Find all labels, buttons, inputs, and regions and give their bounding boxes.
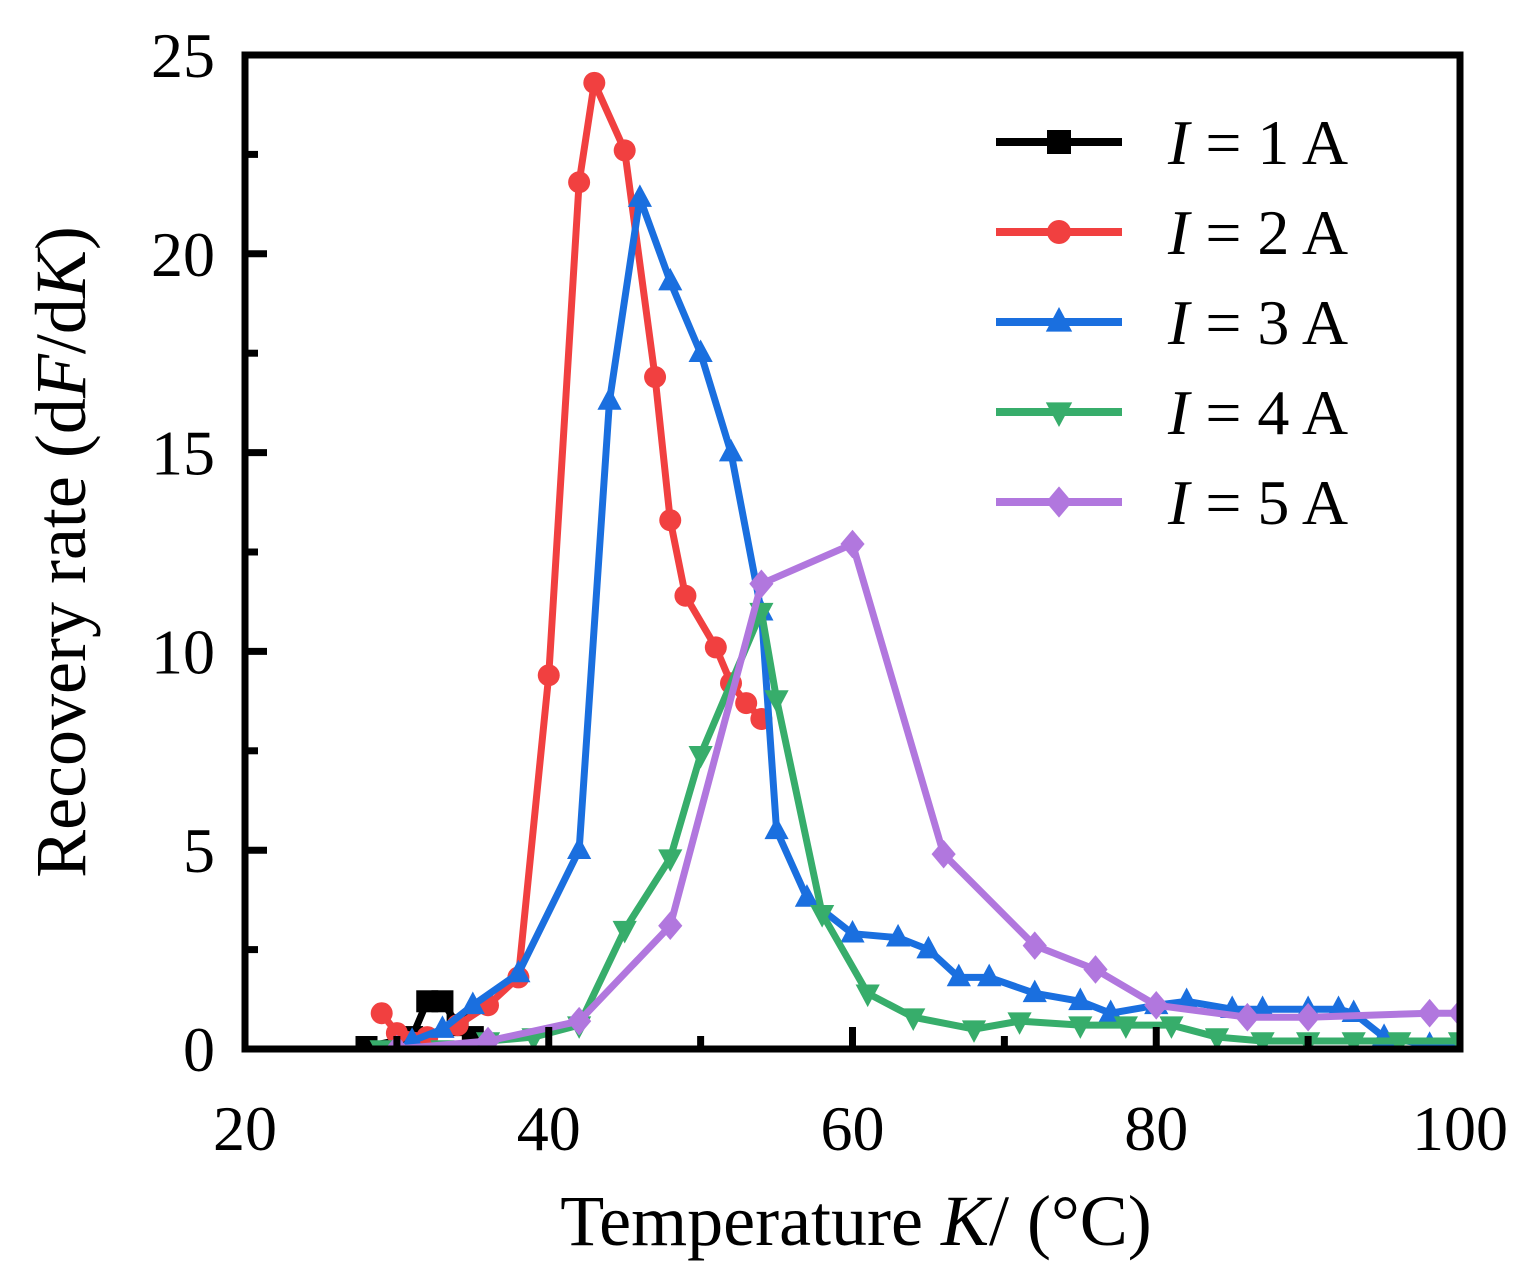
y-tick-label: 20 <box>151 219 215 290</box>
series-5a-point-5 <box>749 569 774 599</box>
legend-item-1: I = 1 A <box>996 107 1348 178</box>
series-4a-point-19 <box>1204 1028 1230 1049</box>
series-3a-point-16 <box>916 935 941 959</box>
series-3a-point-17 <box>946 963 971 987</box>
series-5a-point-3 <box>567 1006 592 1036</box>
series-5a-point-10 <box>1144 990 1169 1020</box>
x-tick-label: 20 <box>213 1093 277 1164</box>
series-5a-point-12 <box>1296 1002 1321 1032</box>
series-2a-point-7 <box>537 664 560 687</box>
legend-item-4: I = 4 A <box>996 377 1348 448</box>
series-4a-point-10 <box>764 690 789 713</box>
series-3a-point-15 <box>885 923 911 947</box>
series-4a-point-6 <box>612 920 637 944</box>
x-axis-title: Temperature K/ (°C) <box>560 1181 1152 1261</box>
series-2a-point-11 <box>644 366 667 389</box>
series-2a-point-16 <box>735 692 758 715</box>
series-5a-point-4 <box>658 911 683 941</box>
series-3a-point-10 <box>718 438 744 462</box>
x-tick-label: 40 <box>517 1093 581 1164</box>
series-4a-point-20 <box>1250 1032 1275 1049</box>
series-3a-point-14 <box>840 919 865 943</box>
series-2a-point-1 <box>370 1002 393 1025</box>
series-2a-point-9 <box>583 71 606 94</box>
y-tick-label: 0 <box>183 1014 215 1085</box>
x-tick-label: 60 <box>821 1093 885 1164</box>
y-tick-label: 15 <box>151 418 215 489</box>
series-5a-point-8 <box>1022 931 1047 960</box>
series-3a-point-12 <box>764 816 789 840</box>
legend-label: I = 4 A <box>1167 377 1348 448</box>
x-tick-label: 100 <box>1412 1093 1508 1164</box>
legend-item-5: I = 5 A <box>996 467 1348 538</box>
series-5a-line <box>393 540 1460 1049</box>
series-3a-point-7 <box>627 184 652 207</box>
series-1a-point-4 <box>431 990 454 1013</box>
series-2a-point-10 <box>613 139 636 162</box>
series-3a-point-23 <box>1174 987 1199 1011</box>
series-4a-point-23 <box>1387 1032 1412 1049</box>
legend-label: I = 1 A <box>1167 107 1348 178</box>
y-tick-label: 10 <box>151 616 215 687</box>
series-4a-point-15 <box>1007 1012 1032 1035</box>
series-3a-point-5 <box>567 836 592 859</box>
series-3a-point-2 <box>430 1015 455 1038</box>
legend: I = 1 A I = 2 A I = 3 A I = 4 A I = 5 A <box>996 107 1348 538</box>
series-3a-point-20 <box>1068 987 1093 1011</box>
series-2a-line <box>378 79 765 1041</box>
series-3a-point-13 <box>794 884 820 907</box>
series-2a-point-8 <box>568 171 591 194</box>
series-4a-line <box>378 608 1460 1049</box>
series-3a-point-18 <box>977 963 1002 987</box>
series-3a-point-1 <box>400 1027 424 1049</box>
axes: 20 40 60 80 100 0 5 10 15 20 25 <box>151 20 1508 1164</box>
series-5a-point-7 <box>931 839 956 869</box>
series-2a-point-12 <box>659 509 682 532</box>
y-axis-title: Recovery rate (dF/dK) <box>21 226 101 878</box>
series-5a-point-13 <box>1417 998 1442 1028</box>
series-3a-point-9 <box>688 339 713 362</box>
series-2a-point-14 <box>704 636 727 659</box>
legend-marker <box>1045 486 1073 518</box>
series-4a-point-7 <box>658 849 683 872</box>
legend-item-3: I = 3 A <box>996 287 1348 358</box>
series-5a-point-6 <box>840 529 865 559</box>
y-tick-label: 25 <box>151 20 215 91</box>
legend-label: I = 5 A <box>1167 467 1348 538</box>
series-3a-point-3 <box>460 991 485 1015</box>
series-5a-point-9 <box>1083 955 1108 984</box>
legend-marker <box>1047 220 1071 244</box>
series-3a-point-19 <box>1022 979 1047 1003</box>
series-4a-point-11 <box>810 905 835 928</box>
series-group <box>355 71 1460 1049</box>
series-4a-point-8 <box>688 745 713 769</box>
legend-marker <box>1045 307 1073 332</box>
series-4a-point-22 <box>1341 1032 1366 1049</box>
legend-label: I = 3 A <box>1167 287 1348 358</box>
series-4a-point-17 <box>1113 1016 1138 1039</box>
series-4a-point-18 <box>1159 1016 1184 1039</box>
series-4a-point-13 <box>901 1008 926 1031</box>
series-3a-point-8 <box>658 267 683 291</box>
series-3a-point-25 <box>1250 995 1275 1019</box>
legend-label: I = 2 A <box>1167 197 1348 268</box>
legend-marker <box>1045 402 1073 427</box>
y-tick-label: 5 <box>183 815 215 886</box>
x-tick-label: 80 <box>1124 1093 1188 1164</box>
series-5a-point-11 <box>1235 1002 1260 1032</box>
series-3a-point-27 <box>1326 995 1351 1019</box>
series-4a-point-12 <box>855 984 880 1008</box>
series-5a-point-2 <box>475 1026 501 1049</box>
series-3a-point-6 <box>597 387 622 410</box>
series-4a-point-14 <box>961 1020 987 1043</box>
legend-marker <box>1047 130 1071 154</box>
series-2a-point-13 <box>674 584 697 607</box>
series-4a-point-16 <box>1068 1016 1093 1039</box>
series-2a-point-2 <box>385 1022 408 1045</box>
series-3a-point-4 <box>506 959 531 983</box>
legend-item-2: I = 2 A <box>996 197 1348 268</box>
plot-area <box>355 71 1460 1049</box>
